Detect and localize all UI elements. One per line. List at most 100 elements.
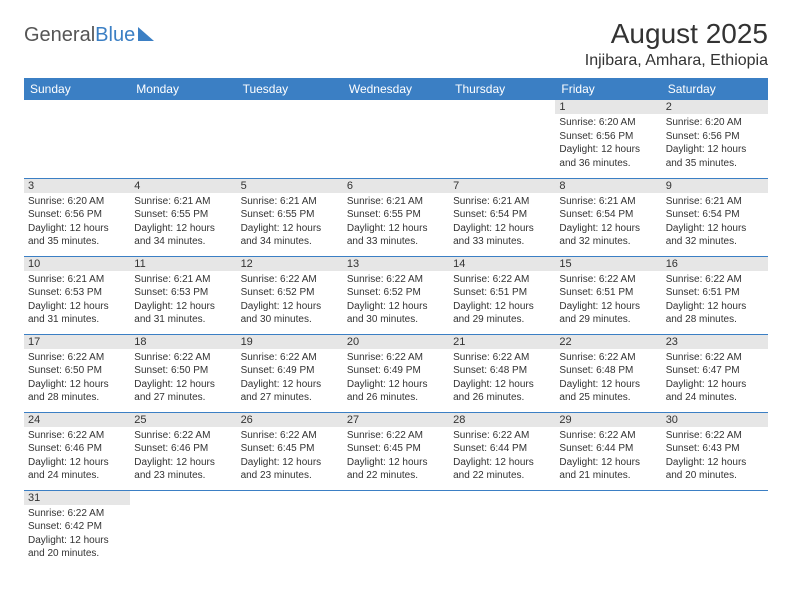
calendar-cell: 15Sunrise: 6:22 AMSunset: 6:51 PMDayligh… bbox=[555, 256, 661, 334]
calendar-cell: 30Sunrise: 6:22 AMSunset: 6:43 PMDayligh… bbox=[662, 412, 768, 490]
day-data: Sunrise: 6:22 AMSunset: 6:47 PMDaylight:… bbox=[662, 349, 768, 409]
day-number: 8 bbox=[555, 179, 661, 193]
calendar-cell: 1Sunrise: 6:20 AMSunset: 6:56 PMDaylight… bbox=[555, 100, 661, 178]
daylight-text: Daylight: 12 hours and 36 minutes. bbox=[559, 143, 657, 170]
daylight-text: Daylight: 12 hours and 34 minutes. bbox=[241, 222, 339, 249]
sunrise-text: Sunrise: 6:22 AM bbox=[28, 429, 126, 443]
day-number: 7 bbox=[449, 179, 555, 193]
sunrise-text: Sunrise: 6:22 AM bbox=[28, 507, 126, 521]
daylight-text: Daylight: 12 hours and 29 minutes. bbox=[559, 300, 657, 327]
day-number: 2 bbox=[662, 100, 768, 114]
calendar-cell: 26Sunrise: 6:22 AMSunset: 6:45 PMDayligh… bbox=[237, 412, 343, 490]
logo-part2: Blue bbox=[95, 24, 135, 46]
sunset-text: Sunset: 6:55 PM bbox=[347, 208, 445, 222]
calendar-cell: 13Sunrise: 6:22 AMSunset: 6:52 PMDayligh… bbox=[343, 256, 449, 334]
daylight-text: Daylight: 12 hours and 27 minutes. bbox=[134, 378, 232, 405]
day-number: 9 bbox=[662, 179, 768, 193]
sunrise-text: Sunrise: 6:21 AM bbox=[134, 195, 232, 209]
logo-triangle-icon bbox=[138, 27, 154, 41]
daylight-text: Daylight: 12 hours and 31 minutes. bbox=[28, 300, 126, 327]
day-data: Sunrise: 6:22 AMSunset: 6:52 PMDaylight:… bbox=[237, 271, 343, 331]
sunrise-text: Sunrise: 6:22 AM bbox=[241, 273, 339, 287]
sunrise-text: Sunrise: 6:22 AM bbox=[347, 351, 445, 365]
sunset-text: Sunset: 6:53 PM bbox=[28, 286, 126, 300]
sunset-text: Sunset: 6:56 PM bbox=[559, 130, 657, 144]
day-data: Sunrise: 6:21 AMSunset: 6:54 PMDaylight:… bbox=[449, 193, 555, 253]
day-number: 5 bbox=[237, 179, 343, 193]
calendar-week-row: 3Sunrise: 6:20 AMSunset: 6:56 PMDaylight… bbox=[24, 178, 768, 256]
day-data: Sunrise: 6:22 AMSunset: 6:49 PMDaylight:… bbox=[343, 349, 449, 409]
day-number: 22 bbox=[555, 335, 661, 349]
day-data: Sunrise: 6:22 AMSunset: 6:51 PMDaylight:… bbox=[662, 271, 768, 331]
day-data: Sunrise: 6:22 AMSunset: 6:46 PMDaylight:… bbox=[130, 427, 236, 487]
calendar-cell: 14Sunrise: 6:22 AMSunset: 6:51 PMDayligh… bbox=[449, 256, 555, 334]
day-data: Sunrise: 6:21 AMSunset: 6:53 PMDaylight:… bbox=[24, 271, 130, 331]
sunset-text: Sunset: 6:49 PM bbox=[347, 364, 445, 378]
calendar-cell: 11 Sunrise: 6:21 AMSunset: 6:53 PMDayligh… bbox=[130, 256, 236, 334]
calendar-cell: 23Sunrise: 6:22 AMSunset: 6:47 PMDayligh… bbox=[662, 334, 768, 412]
daylight-text: Daylight: 12 hours and 30 minutes. bbox=[347, 300, 445, 327]
daylight-text: Daylight: 12 hours and 22 minutes. bbox=[347, 456, 445, 483]
calendar-cell: 6Sunrise: 6:21 AMSunset: 6:55 PMDaylight… bbox=[343, 178, 449, 256]
calendar-page: GeneralBlue August 2025 Injibara, Amhara… bbox=[0, 0, 792, 586]
day-data: Sunrise: 6:22 AMSunset: 6:51 PMDaylight:… bbox=[449, 271, 555, 331]
day-data: Sunrise: 6:20 AMSunset: 6:56 PMDaylight:… bbox=[24, 193, 130, 253]
calendar-week-row: 24Sunrise: 6:22 AMSunset: 6:46 PMDayligh… bbox=[24, 412, 768, 490]
day-data: Sunrise: 6:22 AMSunset: 6:51 PMDaylight:… bbox=[555, 271, 661, 331]
sunrise-text: Sunrise: 6:20 AM bbox=[28, 195, 126, 209]
sunrise-text: Sunrise: 6:21 AM bbox=[241, 195, 339, 209]
dayhead-sunday: Sunday bbox=[24, 78, 130, 100]
daylight-text: Daylight: 12 hours and 24 minutes. bbox=[666, 378, 764, 405]
calendar-cell bbox=[662, 490, 768, 568]
calendar-cell: 4Sunrise: 6:21 AMSunset: 6:55 PMDaylight… bbox=[130, 178, 236, 256]
daylight-text: Daylight: 12 hours and 20 minutes. bbox=[28, 534, 126, 561]
sunrise-text: Sunrise: 6:22 AM bbox=[241, 351, 339, 365]
sunset-text: Sunset: 6:44 PM bbox=[559, 442, 657, 456]
daylight-text: Daylight: 12 hours and 30 minutes. bbox=[241, 300, 339, 327]
sunset-text: Sunset: 6:51 PM bbox=[559, 286, 657, 300]
daylight-text: Daylight: 12 hours and 35 minutes. bbox=[28, 222, 126, 249]
calendar-body: 1Sunrise: 6:20 AMSunset: 6:56 PMDaylight… bbox=[24, 100, 768, 568]
dayhead-wednesday: Wednesday bbox=[343, 78, 449, 100]
day-number: 11 bbox=[130, 257, 236, 271]
calendar-cell: 20Sunrise: 6:22 AMSunset: 6:49 PMDayligh… bbox=[343, 334, 449, 412]
sunset-text: Sunset: 6:54 PM bbox=[453, 208, 551, 222]
daylight-text: Daylight: 12 hours and 31 minutes. bbox=[134, 300, 232, 327]
calendar-cell: 16Sunrise: 6:22 AMSunset: 6:51 PMDayligh… bbox=[662, 256, 768, 334]
calendar-cell bbox=[343, 490, 449, 568]
month-title: August 2025 bbox=[585, 18, 768, 50]
day-data: Sunrise: 6:22 AMSunset: 6:48 PMDaylight:… bbox=[449, 349, 555, 409]
sunrise-text: Sunrise: 6:22 AM bbox=[666, 351, 764, 365]
calendar-cell: 27Sunrise: 6:22 AMSunset: 6:45 PMDayligh… bbox=[343, 412, 449, 490]
day-data: Sunrise: 6:20 AMSunset: 6:56 PMDaylight:… bbox=[555, 114, 661, 174]
calendar-week-row: 1Sunrise: 6:20 AMSunset: 6:56 PMDaylight… bbox=[24, 100, 768, 178]
sunset-text: Sunset: 6:43 PM bbox=[666, 442, 764, 456]
sunset-text: Sunset: 6:56 PM bbox=[28, 208, 126, 222]
sunrise-text: Sunrise: 6:22 AM bbox=[347, 273, 445, 287]
calendar-cell bbox=[449, 490, 555, 568]
day-number: 31 bbox=[24, 491, 130, 505]
day-data: Sunrise: 6:21 AMSunset: 6:55 PMDaylight:… bbox=[237, 193, 343, 253]
day-data: Sunrise: 6:22 AMSunset: 6:44 PMDaylight:… bbox=[555, 427, 661, 487]
calendar-cell: 17Sunrise: 6:22 AMSunset: 6:50 PMDayligh… bbox=[24, 334, 130, 412]
sunrise-text: Sunrise: 6:21 AM bbox=[666, 195, 764, 209]
sunrise-text: Sunrise: 6:21 AM bbox=[134, 273, 232, 287]
calendar-cell: 12Sunrise: 6:22 AMSunset: 6:52 PMDayligh… bbox=[237, 256, 343, 334]
daylight-text: Daylight: 12 hours and 28 minutes. bbox=[28, 378, 126, 405]
sunrise-text: Sunrise: 6:21 AM bbox=[559, 195, 657, 209]
day-number: 4 bbox=[130, 179, 236, 193]
sunset-text: Sunset: 6:54 PM bbox=[559, 208, 657, 222]
sunset-text: Sunset: 6:42 PM bbox=[28, 520, 126, 534]
daylight-text: Daylight: 12 hours and 32 minutes. bbox=[666, 222, 764, 249]
calendar-cell: 28Sunrise: 6:22 AMSunset: 6:44 PMDayligh… bbox=[449, 412, 555, 490]
day-number: 29 bbox=[555, 413, 661, 427]
sunset-text: Sunset: 6:48 PM bbox=[453, 364, 551, 378]
daylight-text: Daylight: 12 hours and 33 minutes. bbox=[453, 222, 551, 249]
day-number: 28 bbox=[449, 413, 555, 427]
calendar-cell: 7Sunrise: 6:21 AMSunset: 6:54 PMDaylight… bbox=[449, 178, 555, 256]
sunrise-text: Sunrise: 6:20 AM bbox=[559, 116, 657, 130]
calendar-cell bbox=[237, 100, 343, 178]
sunset-text: Sunset: 6:53 PM bbox=[134, 286, 232, 300]
sunset-text: Sunset: 6:51 PM bbox=[666, 286, 764, 300]
location-text: Injibara, Amhara, Ethiopia bbox=[585, 52, 768, 70]
